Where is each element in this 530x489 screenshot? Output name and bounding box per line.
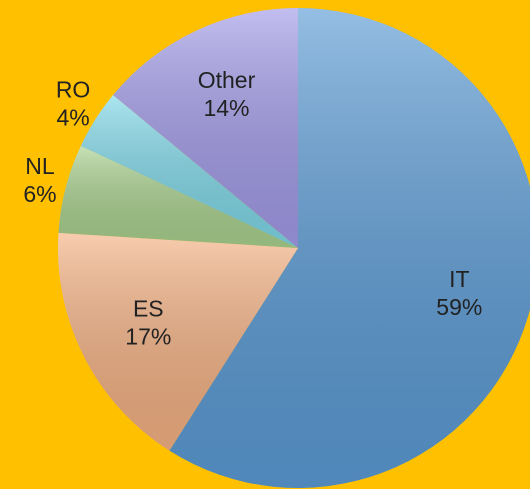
slice-shade xyxy=(113,8,299,248)
slice-shade xyxy=(58,232,298,451)
slice-value-label: 17% xyxy=(125,323,171,349)
slice xyxy=(113,8,299,248)
slice xyxy=(80,95,298,248)
slice xyxy=(58,145,298,248)
slice-label: Other xyxy=(198,67,256,93)
slice-value-label: 4% xyxy=(56,104,89,130)
slice-label: RO xyxy=(56,76,91,102)
slice-shade xyxy=(169,8,530,488)
slice-label: ES xyxy=(133,295,164,321)
slice xyxy=(58,232,298,451)
slice-shade xyxy=(80,95,298,248)
slice-label: NL xyxy=(25,153,55,179)
slice-value-label: 14% xyxy=(203,95,249,121)
slice-label: IT xyxy=(449,266,469,292)
slice xyxy=(169,8,530,488)
slice-value-label: 59% xyxy=(436,294,482,320)
slice-value-label: 6% xyxy=(23,181,56,207)
slice-shade xyxy=(58,145,298,248)
